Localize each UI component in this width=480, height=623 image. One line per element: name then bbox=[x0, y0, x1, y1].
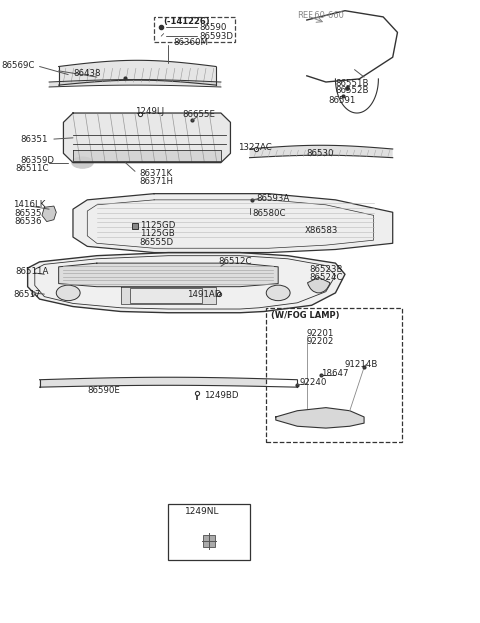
Text: 92202: 92202 bbox=[307, 337, 334, 346]
Text: 1249LJ: 1249LJ bbox=[135, 107, 164, 116]
Text: 1416LK: 1416LK bbox=[13, 200, 46, 209]
Polygon shape bbox=[42, 206, 56, 222]
Text: 92201: 92201 bbox=[307, 329, 334, 338]
Text: 86517: 86517 bbox=[13, 290, 41, 298]
FancyBboxPatch shape bbox=[266, 308, 402, 442]
Text: 86530: 86530 bbox=[307, 149, 334, 158]
Text: 86524C: 86524C bbox=[309, 273, 343, 282]
FancyBboxPatch shape bbox=[154, 17, 235, 42]
Text: 86591: 86591 bbox=[328, 96, 356, 105]
Text: 86351: 86351 bbox=[21, 135, 48, 143]
Polygon shape bbox=[28, 252, 345, 313]
Text: 86535: 86535 bbox=[15, 209, 42, 218]
Ellipse shape bbox=[72, 157, 93, 168]
Text: 86512C: 86512C bbox=[218, 257, 252, 267]
Polygon shape bbox=[250, 145, 393, 158]
Text: 86438: 86438 bbox=[73, 69, 100, 78]
Text: 86551B: 86551B bbox=[336, 78, 369, 88]
Text: 86590: 86590 bbox=[199, 23, 227, 32]
Text: 86511A: 86511A bbox=[16, 267, 49, 276]
Text: 1125GB: 1125GB bbox=[140, 229, 175, 239]
Text: 86511C: 86511C bbox=[16, 164, 49, 173]
Text: (W/FOG LAMP): (W/FOG LAMP) bbox=[271, 311, 339, 320]
Polygon shape bbox=[59, 60, 216, 85]
Text: 86536: 86536 bbox=[15, 217, 42, 226]
Text: 1125GD: 1125GD bbox=[140, 221, 175, 231]
Text: 1327AC: 1327AC bbox=[238, 143, 271, 151]
Text: 86593D: 86593D bbox=[199, 32, 233, 40]
Text: REF.60-660: REF.60-660 bbox=[297, 11, 344, 20]
Text: 86569C: 86569C bbox=[1, 61, 35, 70]
Text: 1249BD: 1249BD bbox=[204, 391, 239, 401]
FancyBboxPatch shape bbox=[168, 504, 250, 559]
Text: 91214B: 91214B bbox=[345, 359, 378, 369]
Text: 1491AD: 1491AD bbox=[188, 290, 222, 299]
Wedge shape bbox=[308, 277, 330, 293]
Text: 86359D: 86359D bbox=[21, 156, 54, 165]
Text: 86371K: 86371K bbox=[140, 169, 173, 178]
Polygon shape bbox=[120, 287, 216, 304]
Polygon shape bbox=[73, 150, 221, 161]
Text: 1249NL: 1249NL bbox=[185, 506, 220, 516]
Polygon shape bbox=[59, 263, 278, 287]
Text: 86360M: 86360M bbox=[173, 39, 208, 47]
Text: 86655E: 86655E bbox=[183, 110, 216, 120]
Text: 86580C: 86580C bbox=[252, 209, 286, 218]
Polygon shape bbox=[49, 80, 221, 87]
Text: 86523B: 86523B bbox=[309, 265, 343, 274]
Polygon shape bbox=[73, 194, 393, 252]
Text: 86593A: 86593A bbox=[257, 194, 290, 203]
Polygon shape bbox=[63, 113, 230, 163]
Ellipse shape bbox=[266, 285, 290, 301]
Text: 92240: 92240 bbox=[300, 378, 327, 388]
Text: (-141226): (-141226) bbox=[164, 17, 210, 26]
Polygon shape bbox=[39, 378, 297, 387]
Text: 86371H: 86371H bbox=[140, 177, 174, 186]
Ellipse shape bbox=[56, 285, 80, 301]
Text: X86583: X86583 bbox=[304, 226, 338, 235]
FancyBboxPatch shape bbox=[130, 288, 202, 303]
Text: 86555D: 86555D bbox=[140, 238, 174, 247]
Polygon shape bbox=[276, 407, 364, 428]
Text: 86552B: 86552B bbox=[336, 86, 369, 95]
Text: 86590E: 86590E bbox=[87, 386, 120, 396]
Text: 18647: 18647 bbox=[321, 369, 348, 378]
